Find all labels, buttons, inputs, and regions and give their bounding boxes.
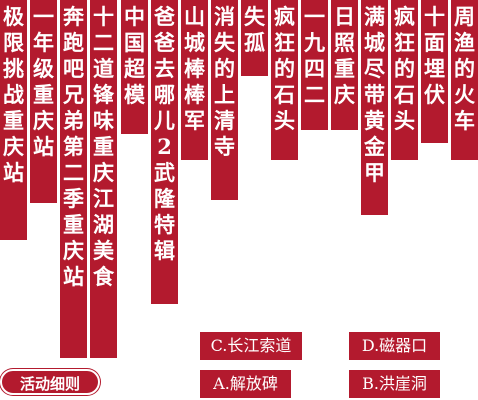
strip-11[interactable]: 日照重庆 xyxy=(331,0,358,130)
strip-2[interactable]: 奔跑吧兄弟第二季重庆站 xyxy=(60,0,87,358)
strip-13[interactable]: 疯狂的石头 xyxy=(391,0,418,160)
strip-8[interactable]: 失孤 xyxy=(241,0,268,76)
strip-10[interactable]: 一九四二 xyxy=(301,0,328,130)
option-b-button[interactable]: B.洪崖洞 xyxy=(349,370,440,398)
activity-rules-button[interactable]: 活动细则 xyxy=(0,369,100,395)
strip-6[interactable]: 山城棒棒军 xyxy=(181,0,208,160)
option-d-button[interactable]: D.磁器口 xyxy=(349,332,440,360)
strip-7[interactable]: 消失的上清寺 xyxy=(211,0,238,200)
option-a-button[interactable]: A.解放碑 xyxy=(200,370,291,398)
strip-3[interactable]: 十二道锋味重庆江湖美食 xyxy=(90,0,117,358)
strip-9[interactable]: 疯狂的石头 xyxy=(271,0,298,160)
strip-5[interactable]: 爸爸去哪儿2武隆特辑 xyxy=(151,0,178,304)
strip-14[interactable]: 十面埋伏 xyxy=(421,0,448,143)
strip-4[interactable]: 中国超模 xyxy=(121,0,148,134)
strip-0[interactable]: 极限挑战重庆站 xyxy=(0,0,27,240)
strip-12[interactable]: 满城尽带黄金甲 xyxy=(361,0,388,215)
option-c-button[interactable]: C.长江索道 xyxy=(200,332,302,360)
strip-1[interactable]: 一年级重庆站 xyxy=(30,0,57,203)
strip-15[interactable]: 周渔的火车 xyxy=(451,0,478,160)
